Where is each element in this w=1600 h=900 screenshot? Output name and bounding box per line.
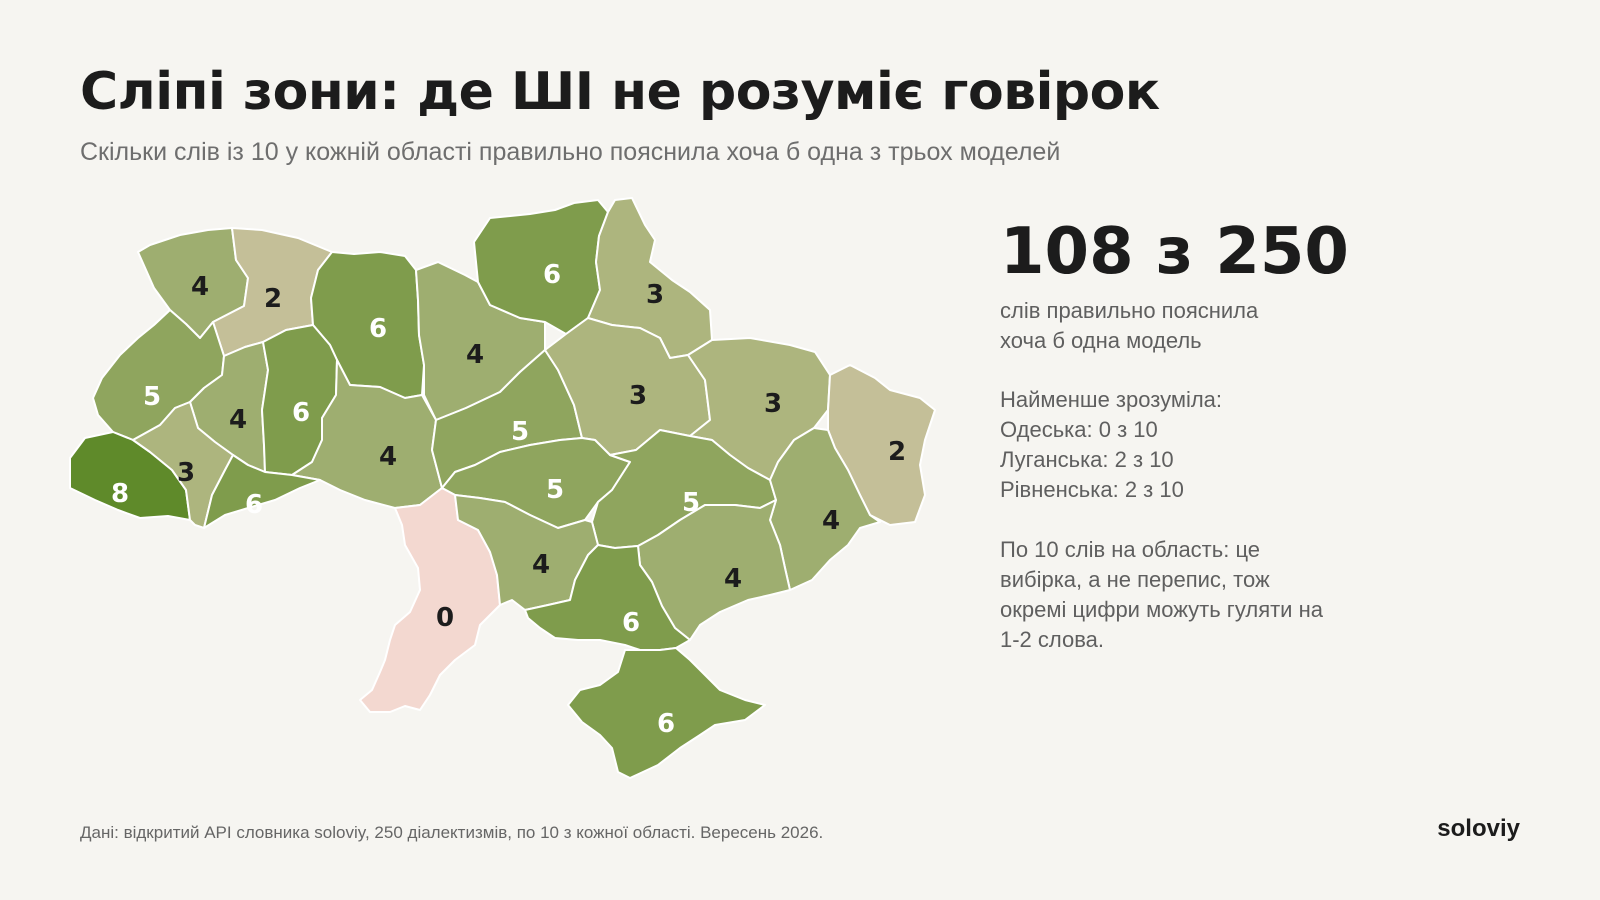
region-value-cherkasy: 5 [511,417,529,447]
region-value-kirovohrad: 5 [546,475,564,505]
region-value-dnipropetrovsk: 5 [682,488,700,518]
region-value-khmelnytskyi: 6 [292,398,310,428]
region-value-poltava: 3 [629,381,647,411]
region-value-zhytomyr: 6 [369,314,387,344]
region-value-zaporizhzhia: 4 [724,564,742,594]
region-value-mykolaiv: 4 [532,550,550,580]
map-labels: 4 2 6 4 6 3 5 4 6 4 5 3 3 2 8 3 6 5 5 4 … [111,260,906,739]
region-value-kherson: 6 [622,608,640,638]
least-understood-header: Найменше зрозуміла: [1000,387,1223,412]
region-value-ivano-frankivsk: 3 [177,458,195,488]
region-kherson[interactable] [524,544,691,651]
total-headline: 108 з 250 [1000,215,1349,289]
region-value-kharkiv: 3 [764,389,782,419]
region-value-odesa: 0 [436,603,454,633]
region-value-chernivtsi: 6 [245,490,263,520]
region-value-luhansk: 2 [888,437,906,467]
region-value-crimea: 6 [657,709,675,739]
region-value-sumy: 3 [646,280,664,310]
page-subtitle: Скільки слів із 10 у кожній області прав… [80,138,1061,166]
brand-logo: soloviy [1437,815,1520,842]
map-regions [69,197,936,779]
headline-caption: слів правильно пояснила хоча б одна моде… [1000,296,1258,356]
least-understood-item: Рівненська: 2 з 10 [1000,477,1184,502]
region-crimea[interactable] [567,647,766,779]
data-source: Дані: відкритий API словника soloviy, 25… [80,823,824,842]
region-value-donetsk: 4 [822,506,840,536]
least-understood-item: Одеська: 0 з 10 [1000,417,1158,442]
region-chernivtsi[interactable] [203,454,321,529]
region-value-lviv: 5 [143,382,161,412]
headline-caption-line-2: хоча б одна модель [1000,328,1202,353]
region-value-vinnytsia: 4 [379,442,397,472]
region-value-rivne: 2 [264,284,282,314]
least-understood-list: Найменше зрозуміла: Одеська: 0 з 10 Луга… [1000,385,1222,505]
headline-caption-line-1: слів правильно пояснила [1000,298,1259,323]
region-value-chernihiv: 6 [543,260,561,290]
page-title: Сліпі зони: де ШІ не розуміє говірок [80,62,1160,122]
region-value-kyiv: 4 [466,340,484,370]
ukraine-map: 4 2 6 4 6 3 5 4 6 4 5 3 3 2 8 3 6 5 5 4 … [69,197,936,779]
region-value-volyn: 4 [191,272,209,302]
region-value-zakarpattia: 8 [111,479,129,509]
least-understood-item: Луганська: 2 з 10 [1000,447,1174,472]
region-value-ternopil: 4 [229,405,247,435]
sample-note: По 10 слів на область: це вибірка, а не … [1000,537,1323,652]
